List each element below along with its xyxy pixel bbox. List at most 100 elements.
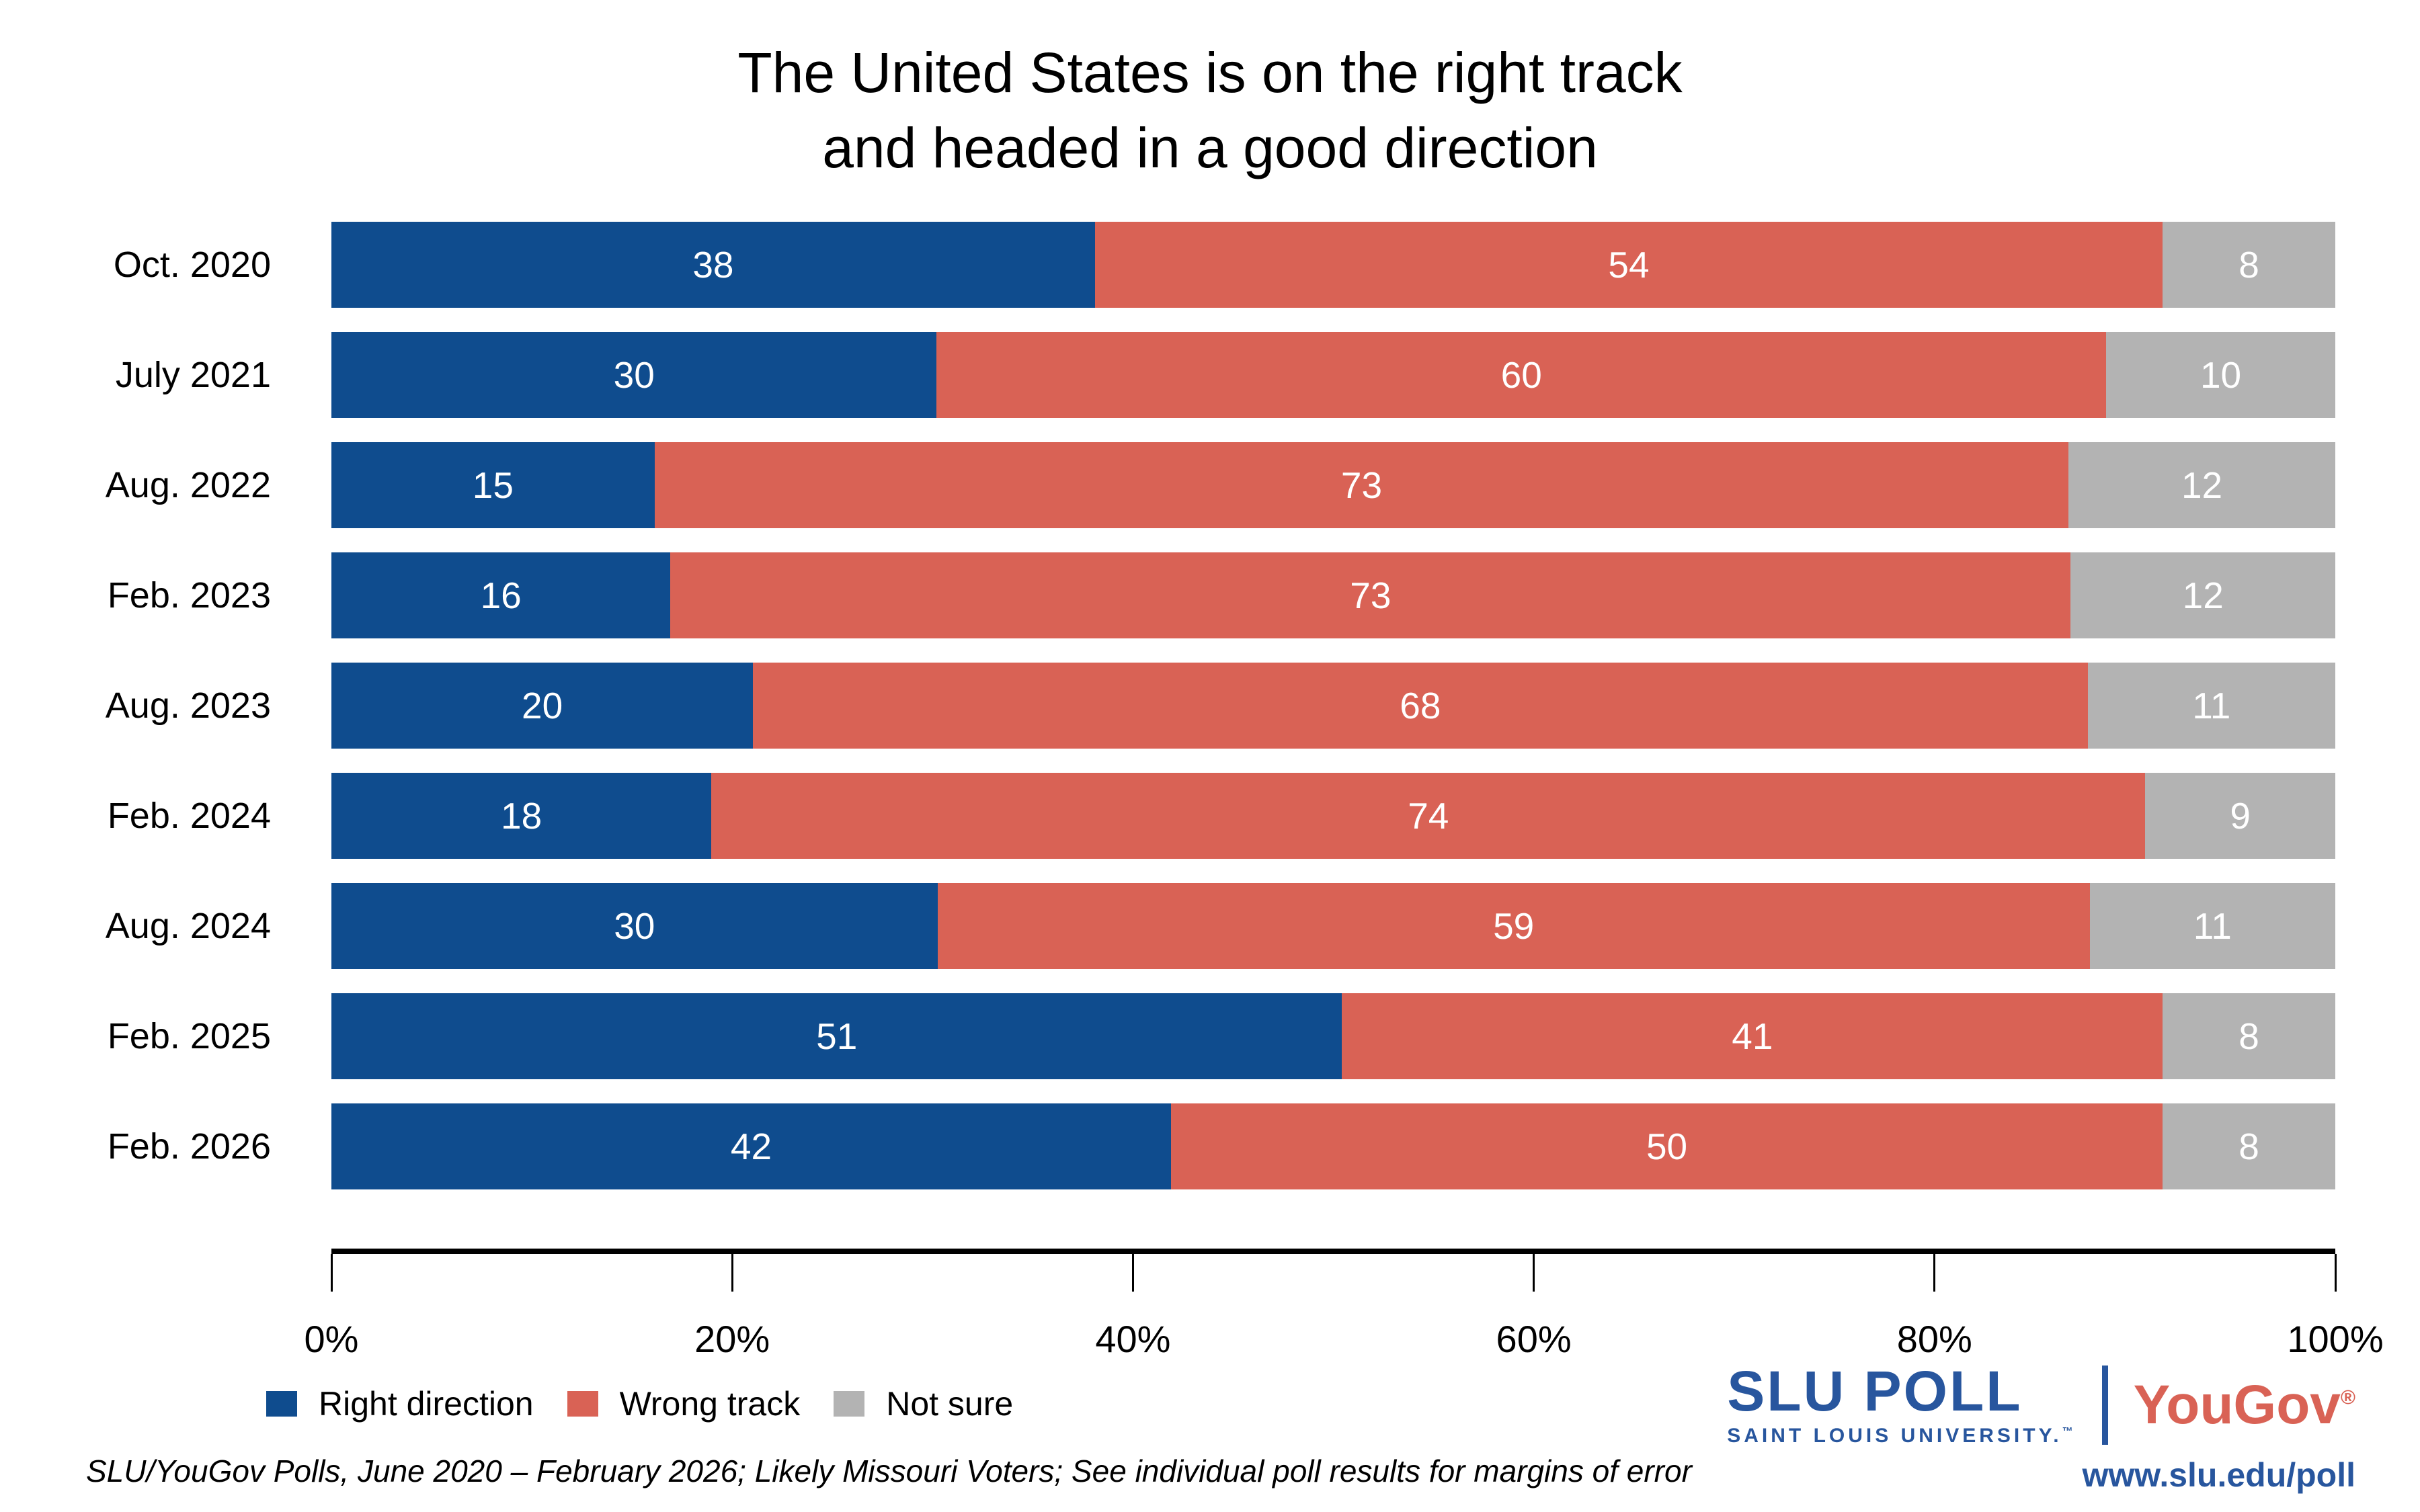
slu-logo-text: SLU — [1727, 1359, 1847, 1423]
value-label: 73 — [1340, 464, 1383, 506]
value-label: 11 — [2192, 685, 2231, 726]
value-label: 30 — [613, 354, 655, 396]
value-label: 38 — [692, 244, 734, 286]
bar-segment-wrong-track: 73 — [670, 552, 2071, 638]
bar-row: July 2021 30 60 10 — [0, 332, 2420, 418]
slu-subtitle-text: SAINT LOUIS UNIVERSITY. — [1727, 1425, 2062, 1447]
bar-segment-not-sure: 10 — [2106, 332, 2336, 418]
value-label: 54 — [1608, 244, 1650, 286]
stacked-bar: 30 59 11 — [331, 883, 2335, 969]
category-label: Feb. 2026 — [107, 1126, 271, 1167]
bar-segment-wrong-track: 73 — [654, 442, 2069, 528]
bar-segment-wrong-track: 60 — [936, 332, 2107, 418]
legend-label: Right direction — [319, 1385, 534, 1423]
value-label: 73 — [1350, 575, 1392, 616]
bar-segment-wrong-track: 59 — [937, 883, 2090, 969]
axis-tick — [1533, 1254, 1535, 1292]
logo-row: SLU POLL SAINT LOUIS UNIVERSITY.™ YouGov… — [1727, 1363, 2355, 1447]
axis-tick-label: 80% — [1896, 1318, 1972, 1360]
bar-segment-not-sure: 11 — [2087, 663, 2335, 749]
value-label: 10 — [2200, 354, 2242, 396]
bar-row: Aug. 2024 30 59 11 — [0, 883, 2420, 969]
bar-segment-not-sure: 11 — [2089, 883, 2335, 969]
source-note: SLU/YouGov Polls, June 2020 – February 2… — [86, 1454, 1692, 1488]
bar-segment-wrong-track: 50 — [1170, 1103, 2163, 1189]
bar-segment-wrong-track: 74 — [711, 773, 2146, 859]
legend-swatch — [834, 1391, 865, 1417]
bar-segment-right-direction: 38 — [331, 222, 1095, 308]
value-label: 41 — [1732, 1015, 1773, 1057]
branding: SLU POLL SAINT LOUIS UNIVERSITY.™ YouGov… — [1727, 1363, 2355, 1495]
stacked-bar: 42 50 8 — [331, 1103, 2335, 1189]
value-label: 59 — [1493, 905, 1535, 947]
bar-row: Aug. 2023 20 68 11 — [0, 663, 2420, 749]
slu-subtitle: SAINT LOUIS UNIVERSITY.™ — [1727, 1425, 2076, 1447]
slu-poll-url[interactable]: www.slu.edu/poll — [2082, 1456, 2356, 1494]
bar-segment-wrong-track: 54 — [1094, 222, 2163, 308]
bar-segment-right-direction: 16 — [331, 552, 671, 638]
value-label: 16 — [480, 575, 522, 616]
registered-mark: ® — [2340, 1386, 2355, 1409]
axis-tick — [1131, 1254, 1134, 1292]
legend-item-not-sure: Not sure — [834, 1384, 1013, 1423]
yougov-logo-text: YouGov — [2133, 1374, 2341, 1435]
stacked-bar: 18 74 9 — [331, 773, 2335, 859]
value-label: 12 — [2181, 464, 2223, 506]
axis-tick-label: 100% — [2287, 1318, 2384, 1360]
poll-logo-text: POLL — [1863, 1359, 2023, 1423]
slu-poll-logo: SLU POLL SAINT LOUIS UNIVERSITY.™ — [1727, 1363, 2076, 1447]
value-label: 8 — [2238, 244, 2259, 286]
value-label: 20 — [521, 685, 563, 726]
stacked-bar: 20 68 11 — [331, 663, 2335, 749]
bar-segment-right-direction: 42 — [331, 1103, 1171, 1189]
value-label: 74 — [1408, 795, 1449, 837]
value-label: 8 — [2238, 1126, 2259, 1167]
bar-segment-not-sure: 9 — [2145, 773, 2335, 859]
axis-tick-label: 60% — [1496, 1318, 1572, 1360]
category-label: Aug. 2024 — [105, 906, 271, 946]
bar-segment-not-sure: 12 — [2068, 442, 2335, 528]
category-label: Feb. 2023 — [107, 575, 271, 616]
bar-segment-wrong-track: 41 — [1342, 993, 2163, 1079]
bar-segment-right-direction: 20 — [331, 663, 754, 749]
axis-tick — [731, 1254, 733, 1292]
bar-row: Feb. 2025 51 41 8 — [0, 993, 2420, 1079]
axis-tick — [330, 1254, 333, 1292]
value-label: 60 — [1500, 354, 1542, 396]
value-label: 15 — [472, 464, 514, 506]
axis-tick-label: 0% — [304, 1318, 359, 1360]
chart-title-line1: The United States is on the right track — [737, 41, 1683, 104]
trademark-mark: ™ — [2062, 1426, 2076, 1437]
chart-title-line2: and headed in a good direction — [822, 116, 1598, 179]
bar-segment-right-direction: 30 — [331, 332, 937, 418]
bar-segment-wrong-track: 68 — [753, 663, 2088, 749]
legend: Right direction Wrong track Not sure — [266, 1384, 2420, 1423]
value-label: 30 — [614, 905, 655, 947]
value-label: 11 — [2193, 905, 2232, 947]
legend-swatch — [567, 1391, 598, 1417]
axis-tick — [1933, 1254, 1936, 1292]
legend-label: Wrong track — [619, 1385, 801, 1423]
axis-tick — [2334, 1254, 2337, 1292]
bar-segment-not-sure: 12 — [2070, 552, 2335, 638]
category-label: Aug. 2023 — [105, 685, 271, 726]
legend-item-wrong-track: Wrong track — [567, 1384, 801, 1423]
bar-row: Aug. 2022 15 73 12 — [0, 442, 2420, 528]
logo-divider — [2101, 1366, 2108, 1445]
category-label: Aug. 2022 — [105, 465, 271, 505]
stacked-bar: 30 60 10 — [331, 332, 2336, 418]
bar-segment-right-direction: 15 — [331, 442, 655, 528]
category-label: Oct. 2020 — [113, 245, 271, 285]
axis-tick-label: 20% — [694, 1318, 770, 1360]
bar-segment-right-direction: 51 — [331, 993, 1342, 1079]
legend-swatch — [266, 1391, 297, 1417]
yougov-logo: YouGov® — [2134, 1374, 2355, 1437]
value-label: 68 — [1400, 685, 1441, 726]
legend-label: Not sure — [886, 1385, 1014, 1423]
axis-tick-label: 40% — [1095, 1318, 1171, 1360]
bar-segment-not-sure: 8 — [2163, 993, 2336, 1079]
value-label: 42 — [730, 1126, 772, 1167]
chart-title: The United States is on the right track … — [0, 0, 2420, 185]
stacked-bar: 51 41 8 — [331, 993, 2336, 1079]
